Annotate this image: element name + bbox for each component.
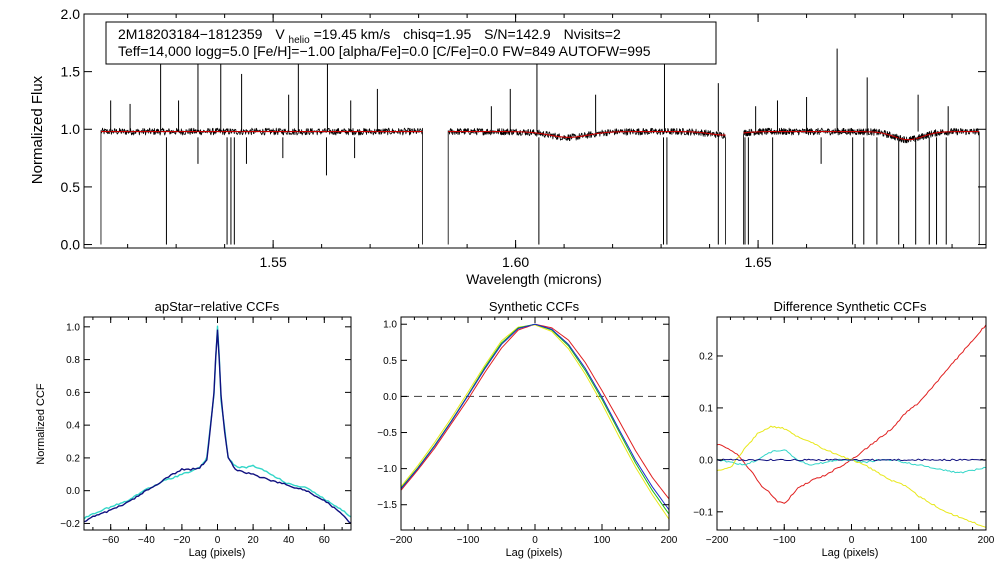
- x-tick-label: 1.60: [502, 254, 529, 270]
- x-tick-label: −200: [390, 535, 413, 546]
- nvisits-value: Nvisits=2: [564, 26, 621, 42]
- model-trace: [448, 131, 726, 138]
- y-tick-label: 1.5: [61, 64, 81, 80]
- apstar-ccf-panel: apStar−relative CCFs −60 −40 −20 0 20 40 60 −0.…: [35, 299, 352, 559]
- y-tick-label: 2.0: [61, 6, 81, 22]
- difference-ccf-title: Difference Synthetic CCFs: [774, 299, 927, 314]
- model-trace: [743, 131, 980, 141]
- y-tick-label: 1.0: [66, 322, 80, 333]
- ccf-series-cyan: [716, 449, 987, 474]
- y-tick-label: 0.6: [66, 388, 80, 399]
- x-tick-label: 0: [532, 535, 538, 546]
- plot-frame: [83, 316, 352, 531]
- ccf-series-blue: [400, 323, 670, 511]
- x-tick-label: −100: [773, 535, 796, 546]
- spectrum-ylabel: Normalized Flux: [29, 75, 46, 184]
- x-tick-label: 60: [319, 535, 331, 546]
- apstar-ccf-title: apStar−relative CCFs: [155, 299, 280, 314]
- star-id: 2M18203184−1812359: [118, 26, 263, 42]
- ccf-series-red: [716, 324, 987, 504]
- spectrum-xlabel: Wavelength (microns): [466, 271, 602, 287]
- y-tick-label: −1.0: [377, 464, 397, 475]
- spectrum-header-line1: 2M18203184−1812359 V helio =19.45 km/s c…: [118, 26, 621, 46]
- y-tick-label: 0.1: [699, 403, 713, 414]
- x-tick-label: −100: [457, 535, 480, 546]
- synthetic-ccf-lines: [400, 323, 670, 520]
- plot-frame: [83, 13, 987, 249]
- ccf-series-navy: [716, 458, 987, 462]
- x-tick-label: 1.55: [260, 254, 287, 270]
- spectrum-panel: 1.55 1.60 1.65 0.0 0.5 1.0 1.5 2.0 Wavelength (…: [29, 6, 987, 287]
- vhelio-label: V: [275, 26, 285, 42]
- y-tick-label: −0.1: [693, 507, 713, 518]
- plot-frame: [400, 316, 670, 531]
- x-tick-label: −200: [706, 535, 729, 546]
- snr-value: S/N=142.9: [484, 26, 551, 42]
- y-tick-label: 0.4: [66, 421, 80, 432]
- y-tick-label: 0.0: [699, 455, 713, 466]
- spectrum-header-box: 2M18203184−1812359 V helio =19.45 km/s c…: [105, 21, 717, 65]
- ccf-series-visit-2: [83, 329, 352, 525]
- y-tick-label: 0.2: [66, 453, 80, 464]
- plot-frame: [716, 316, 987, 531]
- x-tick-label: 200: [978, 535, 995, 546]
- y-tick-label: 0.0: [66, 486, 80, 497]
- x-tick-label: 0: [215, 535, 221, 546]
- spectrum-header-line2: Teff=14,000 logg=5.0 [Fe/H]=−1.00 [alpha…: [118, 43, 651, 59]
- vhelio-value: =19.45 km/s: [314, 26, 391, 42]
- ccf-series-green: [400, 323, 670, 515]
- y-tick-label: 0.0: [61, 236, 81, 252]
- difference-ccf-axes: −200 −100 0 100 200 −0.1 0.0 0.1 0.2: [693, 316, 995, 546]
- y-tick-label: 0.5: [61, 179, 81, 195]
- spectrum-trace: [743, 127, 980, 245]
- y-tick-label: 0.5: [383, 356, 397, 367]
- x-tick-label: 0: [849, 535, 855, 546]
- y-tick-label: −0.5: [377, 428, 397, 439]
- x-tick-label: 100: [910, 535, 927, 546]
- synthetic-ccf-xlabel: Lag (pixels): [506, 547, 563, 559]
- ccf-series-visit-1: [83, 325, 352, 520]
- spectrum-trace: [447, 127, 726, 245]
- synthetic-ccf-panel: Synthetic CCFs −200 −100 0 100 200 −1.5 −1.0 −0…: [377, 299, 678, 559]
- vhelio-subscript: helio: [289, 35, 311, 46]
- apstar-ccf-xlabel: Lag (pixels): [189, 547, 246, 559]
- y-tick-label: 1.0: [61, 121, 81, 137]
- difference-ccf-xlabel: Lag (pixels): [822, 547, 879, 559]
- difference-ccf-lines: [716, 324, 987, 528]
- x-tick-label: −60: [102, 535, 119, 546]
- chisq-value: chisq=1.95: [403, 26, 471, 42]
- x-tick-label: −20: [173, 535, 190, 546]
- x-tick-label: 40: [283, 535, 295, 546]
- apstar-ccf-lines: [83, 325, 352, 525]
- spectrum-trace: [100, 127, 423, 245]
- ccf-series-red: [400, 323, 670, 500]
- y-tick-label: 0.0: [383, 392, 397, 403]
- y-tick-label: −1.5: [377, 500, 397, 511]
- y-tick-label: 0.8: [66, 355, 80, 366]
- x-tick-label: 100: [594, 535, 611, 546]
- difference-ccf-panel: Difference Synthetic CCFs −200 −100 0 100 20…: [693, 299, 995, 559]
- y-tick-label: 1.0: [383, 320, 397, 331]
- synthetic-ccf-title: Synthetic CCFs: [489, 299, 580, 314]
- apstar-ccf-axes: −60 −40 −20 0 20 40 60 −0.2 0.0 0.2 0.4 0.6 0.8 1.0: [60, 316, 352, 546]
- synthetic-ccf-axes: −200 −100 0 100 200 −1.5 −1.0 −0.5 0.0 0.5 1.0: [377, 316, 678, 546]
- apstar-ccf-ylabel: Normalized CCF: [35, 383, 47, 465]
- x-tick-label: −40: [138, 535, 155, 546]
- x-tick-label: 1.65: [744, 254, 771, 270]
- spectrum-axes: 1.55 1.60 1.65 0.0 0.5 1.0 1.5 2.0: [61, 6, 987, 270]
- ccf-series-yellow: [716, 425, 987, 528]
- y-tick-label: 0.2: [699, 351, 713, 362]
- ccf-series-yellow: [400, 324, 670, 520]
- x-tick-label: 200: [661, 535, 678, 546]
- y-tick-label: −0.2: [60, 519, 80, 530]
- x-tick-label: 20: [248, 535, 260, 546]
